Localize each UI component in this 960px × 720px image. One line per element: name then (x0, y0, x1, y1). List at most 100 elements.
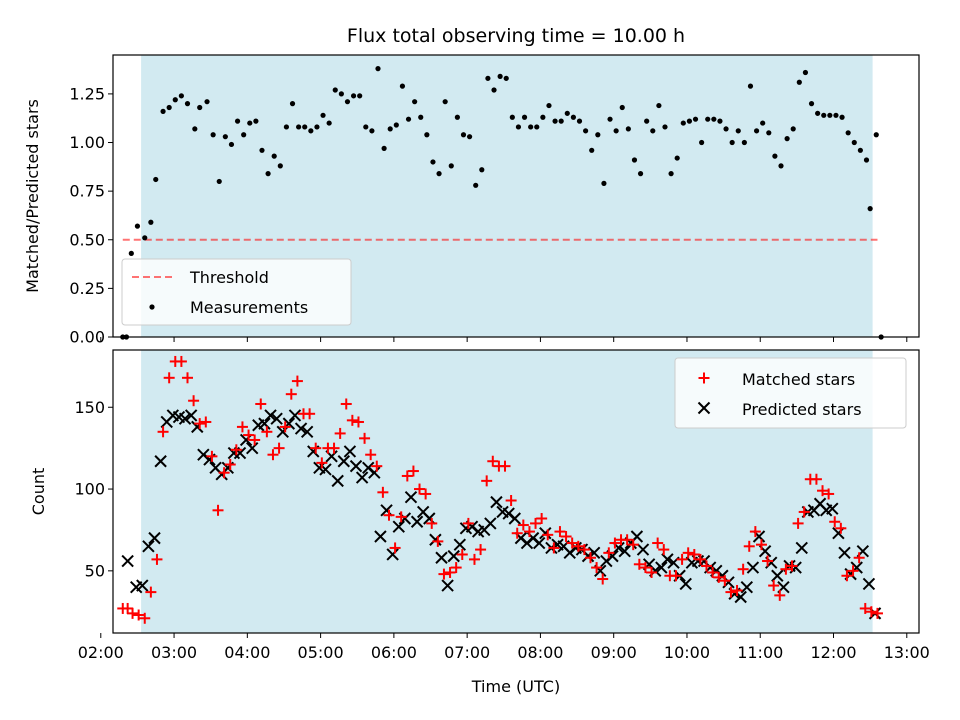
measurement-point (692, 116, 699, 122)
predicted-star-point (136, 579, 149, 592)
x-marker-b (697, 401, 711, 415)
matched-star-point (328, 442, 340, 454)
measurement-point (148, 219, 154, 225)
matched-star-point (346, 414, 358, 426)
time-x-tick-label: 03:00 (151, 643, 197, 662)
predicted-star-point (771, 569, 784, 582)
predicted-star-point (294, 422, 308, 435)
legend-matched-swatch (698, 372, 710, 384)
measurement-point (699, 139, 705, 146)
matched-star-point (481, 475, 493, 487)
x-marker-b (343, 445, 357, 458)
measurement-point (680, 120, 686, 126)
matched-star-point (841, 570, 853, 582)
count-y-axis: 50 100 150 (74, 398, 113, 580)
time-x-tick-label: 13:00 (884, 643, 930, 662)
count-y-tick-label: 150 (74, 398, 105, 417)
measurement-point (497, 73, 503, 79)
matched-star-point (719, 575, 731, 587)
measurement-point (184, 101, 191, 107)
x-marker-b (142, 540, 155, 553)
predicted-star-point (838, 546, 851, 560)
predicted-star-point (636, 543, 650, 556)
matched-star-point (450, 562, 462, 574)
predicted-star-point (453, 538, 467, 551)
measurement-point (289, 101, 296, 107)
matched-star-point (163, 372, 175, 384)
x-marker-b (526, 531, 540, 545)
matched-star-point (707, 566, 719, 578)
measurement-point (192, 126, 198, 132)
measurement-point (460, 132, 467, 138)
matched-star-point (584, 552, 596, 564)
measurement-point (668, 171, 674, 177)
measurement-point (491, 87, 497, 93)
x-marker-b (184, 409, 198, 422)
x-marker-b (655, 561, 668, 574)
predicted-star-point (490, 495, 503, 509)
measurement-point (277, 163, 283, 169)
predicted-star-point (337, 455, 351, 468)
matched-star-point (133, 609, 145, 621)
matched-star-point (554, 526, 566, 538)
matched-star-point (670, 570, 682, 582)
measurement-point (436, 171, 442, 177)
x-marker-b (386, 548, 399, 561)
measurement-point (656, 102, 662, 109)
ratio-y-axis-label: Matched/Predicted stars (23, 99, 42, 293)
count-legend-box (674, 357, 907, 429)
measurement-point (178, 93, 184, 99)
measurement-point (760, 120, 766, 126)
x-marker-b (594, 564, 607, 578)
legend-measurements-label: Measurements (190, 298, 308, 317)
matched-star-point (218, 467, 230, 479)
measurement-point (540, 114, 546, 120)
measurement-point (375, 66, 381, 72)
predicted-star-point (184, 409, 198, 422)
matched-star-point (316, 457, 328, 469)
measurement-point (589, 147, 595, 153)
matched-star-point (853, 552, 865, 564)
matched-star-point (487, 455, 499, 467)
measurement-point (564, 110, 570, 116)
matched-star-point (389, 542, 401, 554)
measurement-point (790, 126, 796, 132)
time-axis-label: Time (UTC) (471, 677, 560, 696)
measurement-point (515, 124, 522, 130)
ratio-legend: Threshold Measurements (121, 258, 352, 326)
matched-star-point (273, 442, 285, 454)
measurement-point (778, 163, 784, 169)
matched-star-point (468, 553, 480, 565)
measurement-point (735, 128, 741, 134)
measurement-point (412, 99, 418, 105)
x-marker-b (404, 491, 418, 504)
matched-star-point (243, 429, 255, 441)
x-marker-b (325, 450, 338, 463)
measurement-point (332, 87, 338, 93)
measurement-point (228, 141, 235, 148)
predicted-star-point (374, 530, 387, 543)
matched-star-point (236, 421, 248, 433)
x-marker-b (490, 495, 503, 509)
matched-star-point (823, 488, 835, 500)
measurement-point (363, 124, 369, 130)
time-x-tick-label: 06:00 (371, 643, 417, 662)
matched-star-point (365, 449, 377, 461)
matched-star-point (694, 553, 706, 565)
count-legend: Matched stars Predicted stars (674, 357, 907, 429)
matched-star-point (200, 416, 212, 428)
predicted-star-point (380, 504, 393, 517)
matched-star-point (536, 512, 548, 524)
measurement-point (686, 118, 693, 124)
x-marker-b (178, 412, 192, 425)
matched-star-point (523, 526, 535, 538)
measurement-point (839, 114, 845, 120)
x-marker-b (258, 417, 271, 430)
x-marker-b (832, 527, 845, 540)
measurement-point (815, 110, 821, 116)
measurement-point (344, 99, 351, 105)
measurement-point (753, 128, 760, 134)
measurement-point (320, 112, 326, 118)
x-marker-b (429, 533, 442, 546)
